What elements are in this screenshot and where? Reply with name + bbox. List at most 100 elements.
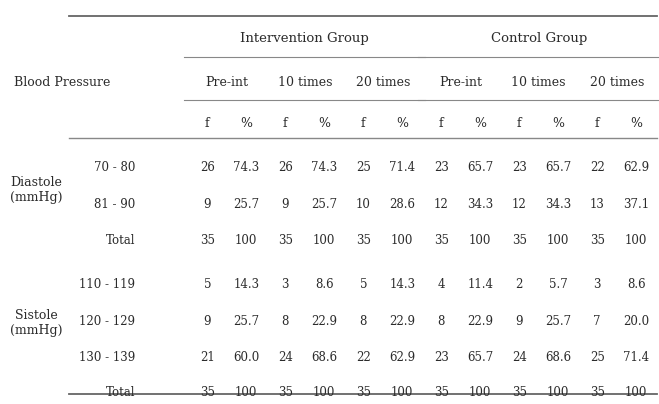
Text: 23: 23 [512, 161, 527, 174]
Text: 5: 5 [360, 278, 367, 291]
Text: 100: 100 [547, 234, 569, 247]
Text: 26: 26 [200, 161, 215, 174]
Text: %: % [318, 117, 330, 130]
Text: f: f [205, 117, 210, 130]
Text: 3: 3 [281, 278, 289, 291]
Text: 68.6: 68.6 [545, 351, 571, 364]
Text: 35: 35 [278, 386, 293, 399]
Text: 14.3: 14.3 [389, 278, 415, 291]
Text: 120 - 129: 120 - 129 [79, 315, 135, 328]
Text: 100: 100 [235, 234, 258, 247]
Text: %: % [396, 117, 409, 130]
Text: 8: 8 [360, 315, 367, 328]
Text: 4: 4 [438, 278, 445, 291]
Text: 35: 35 [434, 234, 449, 247]
Text: 35: 35 [512, 234, 527, 247]
Text: 21: 21 [200, 351, 215, 364]
Text: 71.4: 71.4 [389, 161, 415, 174]
Text: 100: 100 [391, 386, 413, 399]
Text: 68.6: 68.6 [311, 351, 337, 364]
Text: f: f [595, 117, 600, 130]
Text: 65.7: 65.7 [467, 161, 494, 174]
Text: 5: 5 [204, 278, 211, 291]
Text: 11.4: 11.4 [467, 278, 493, 291]
Text: 25.7: 25.7 [233, 198, 260, 210]
Text: 100: 100 [625, 386, 647, 399]
Text: 62.9: 62.9 [623, 161, 649, 174]
Text: Control Group: Control Group [490, 32, 587, 45]
Text: 25: 25 [590, 351, 605, 364]
Text: 100: 100 [235, 386, 258, 399]
Text: 25.7: 25.7 [545, 315, 571, 328]
Text: 20 times: 20 times [590, 76, 644, 89]
Text: 100: 100 [469, 386, 492, 399]
Text: 8.6: 8.6 [627, 278, 646, 291]
Text: 13: 13 [590, 198, 605, 210]
Text: 35: 35 [278, 234, 293, 247]
Text: 26: 26 [278, 161, 293, 174]
Text: 70 - 80: 70 - 80 [94, 161, 135, 174]
Text: 10 times: 10 times [277, 76, 332, 89]
Text: 81 - 90: 81 - 90 [94, 198, 135, 210]
Text: 100: 100 [547, 386, 569, 399]
Text: 20 times: 20 times [356, 76, 410, 89]
Text: 74.3: 74.3 [311, 161, 337, 174]
Text: 60.0: 60.0 [233, 351, 260, 364]
Text: 65.7: 65.7 [467, 351, 494, 364]
Text: 24: 24 [512, 351, 527, 364]
Text: 100: 100 [625, 234, 647, 247]
Text: Intervention Group: Intervention Group [241, 32, 369, 45]
Text: Blood Pressure: Blood Pressure [14, 76, 111, 89]
Text: 5.7: 5.7 [549, 278, 567, 291]
Text: 22: 22 [590, 161, 604, 174]
Text: 25.7: 25.7 [311, 198, 337, 210]
Text: 23: 23 [434, 161, 449, 174]
Text: 34.3: 34.3 [467, 198, 494, 210]
Text: 14.3: 14.3 [233, 278, 260, 291]
Text: 35: 35 [434, 386, 449, 399]
Text: 37.1: 37.1 [623, 198, 649, 210]
Text: 35: 35 [590, 386, 605, 399]
Text: 8: 8 [438, 315, 445, 328]
Text: 10 times: 10 times [511, 76, 566, 89]
Text: %: % [241, 117, 252, 130]
Text: 8.6: 8.6 [315, 278, 333, 291]
Text: Total: Total [105, 386, 135, 399]
Text: %: % [552, 117, 564, 130]
Text: 12: 12 [434, 198, 449, 210]
Text: 8: 8 [281, 315, 289, 328]
Text: 22.9: 22.9 [467, 315, 493, 328]
Text: %: % [474, 117, 486, 130]
Text: 25.7: 25.7 [233, 315, 260, 328]
Text: 20.0: 20.0 [623, 315, 649, 328]
Text: 12: 12 [512, 198, 527, 210]
Text: 71.4: 71.4 [623, 351, 649, 364]
Text: 22: 22 [356, 351, 370, 364]
Text: 100: 100 [469, 234, 492, 247]
Text: 35: 35 [200, 386, 215, 399]
Text: 62.9: 62.9 [389, 351, 415, 364]
Text: 28.6: 28.6 [389, 198, 415, 210]
Text: 35: 35 [590, 234, 605, 247]
Text: 25: 25 [356, 161, 371, 174]
Text: 7: 7 [594, 315, 601, 328]
Text: 3: 3 [594, 278, 601, 291]
Text: 65.7: 65.7 [545, 161, 571, 174]
Text: 35: 35 [356, 234, 371, 247]
Text: f: f [361, 117, 366, 130]
Text: 23: 23 [434, 351, 449, 364]
Text: f: f [439, 117, 444, 130]
Text: 9: 9 [204, 198, 211, 210]
Text: 100: 100 [313, 234, 335, 247]
Text: 22.9: 22.9 [389, 315, 415, 328]
Text: 130 - 139: 130 - 139 [79, 351, 135, 364]
Text: 2: 2 [515, 278, 523, 291]
Text: 9: 9 [515, 315, 523, 328]
Text: f: f [517, 117, 521, 130]
Text: 9: 9 [204, 315, 211, 328]
Text: 100: 100 [391, 234, 413, 247]
Text: Sistole
(mmHg): Sistole (mmHg) [10, 309, 63, 337]
Text: 35: 35 [356, 386, 371, 399]
Text: 110 - 119: 110 - 119 [79, 278, 135, 291]
Text: Total: Total [105, 234, 135, 247]
